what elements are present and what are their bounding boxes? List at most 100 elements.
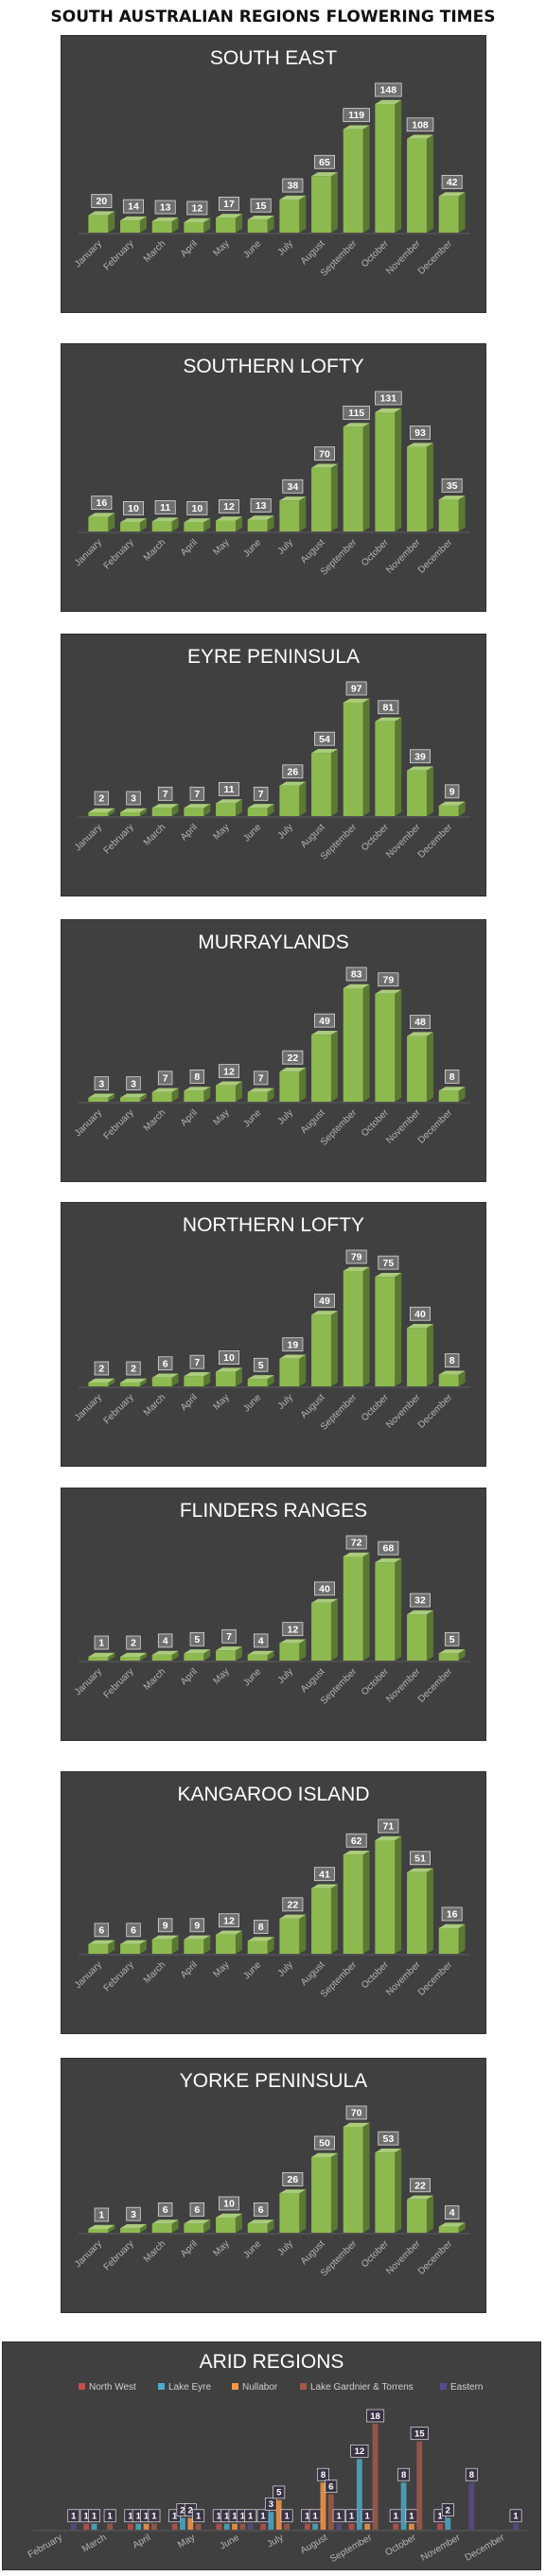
bar-november (407, 2195, 433, 2233)
value-label-february: 10 (123, 500, 145, 515)
bar-nullabor-april (143, 2523, 150, 2530)
svg-text:49: 49 (319, 1296, 330, 1307)
bar-april (184, 518, 211, 531)
month-label-february: February (102, 2238, 136, 2272)
chart-svg: SOUTHERN LOFTY 16 January 10 February 11 March… (73, 356, 470, 578)
bar-lake-eyre-july (268, 2512, 274, 2530)
svg-text:Eastern: Eastern (450, 2382, 483, 2393)
svg-text:1: 1 (305, 2512, 310, 2522)
bar-july (279, 781, 307, 816)
svg-text:4: 4 (258, 1635, 264, 1646)
chart-svg: YORKE PENINSULA 1 January 3 February 6 March 6 A… (73, 2070, 470, 2279)
value-label-march: 11 (154, 500, 176, 514)
svg-text:35: 35 (447, 480, 458, 492)
svg-text:1: 1 (337, 2512, 343, 2522)
bar-june (247, 1650, 274, 1661)
svg-text:12: 12 (191, 203, 203, 215)
svg-text:2: 2 (131, 1364, 136, 1375)
value-label-august: 70 (313, 446, 335, 461)
value-label-north-west-october: 1 (389, 2509, 402, 2523)
value-label-lake-eyre-november: 2 (441, 2503, 454, 2516)
bar-november (407, 766, 433, 816)
bar-january (88, 513, 115, 531)
value-label-february: 2 (126, 1361, 141, 1376)
month-label-march: March (142, 1392, 167, 1418)
bar-october (375, 717, 402, 816)
value-label-january: 3 (94, 1076, 110, 1091)
bar-eastern-december (513, 2523, 519, 2530)
value-label-september: 83 (345, 966, 367, 982)
bar-september (343, 2122, 370, 2233)
value-label-april: 5 (189, 1631, 205, 1646)
bar-july (279, 1354, 307, 1386)
svg-text:75: 75 (382, 1258, 394, 1269)
svg-text:1: 1 (232, 2512, 238, 2522)
svg-text:8: 8 (258, 1922, 264, 1933)
value-label-august: 40 (313, 1581, 335, 1596)
bar-july (279, 1639, 307, 1661)
bar-january (88, 2224, 115, 2233)
value-label-march: 9 (157, 1918, 173, 1933)
svg-text:1: 1 (196, 2512, 202, 2522)
value-label-april: 6 (189, 2202, 205, 2217)
value-label-lake-gardnier-torrens-march: 1 (103, 2509, 116, 2523)
svg-text:7: 7 (194, 1357, 200, 1368)
svg-text:1: 1 (172, 2512, 178, 2522)
svg-text:5: 5 (194, 1634, 200, 1645)
value-label-march: 4 (157, 1633, 173, 1648)
svg-text:12: 12 (287, 1624, 298, 1635)
month-label-february: February (102, 238, 136, 272)
chart-title: NORTHERN LOFTY (183, 1214, 364, 1236)
svg-text:6: 6 (163, 2204, 168, 2216)
bar-december (438, 2222, 466, 2233)
svg-text:14: 14 (128, 201, 139, 213)
chart-title: MURRAYLANDS (198, 931, 348, 953)
chart-panel-south-east: SOUTH EAST 20 January 14 February 13 March 12 Ap… (62, 36, 485, 312)
bar-lake-eyre-september (356, 2459, 362, 2530)
bar-eastern-august (336, 2523, 343, 2530)
bar-march (151, 1088, 179, 1102)
value-label-lake-gardnier-torrens-september: 18 (365, 2409, 385, 2423)
value-label-november: 48 (409, 1015, 431, 1030)
svg-text:8: 8 (469, 2470, 474, 2480)
month-label-november: November (419, 2532, 463, 2564)
bar-lake-gardnier-torrens-april (150, 2523, 157, 2530)
bar-may (216, 516, 242, 531)
chart-title: FLINDERS RANGES (180, 1500, 367, 1522)
chart-title: KANGAROO ISLAND (177, 1784, 369, 1805)
svg-text:4: 4 (449, 2207, 455, 2219)
value-label-september: 119 (343, 108, 370, 123)
legend-item-lake-eyre: Lake Eyre (158, 2382, 211, 2393)
month-label-august: August (299, 1959, 327, 1988)
svg-text:5: 5 (449, 1634, 455, 1645)
value-label-march: 6 (157, 2202, 173, 2217)
svg-text:1: 1 (240, 2512, 246, 2522)
svg-text:7: 7 (258, 789, 264, 800)
bar-january (88, 1378, 115, 1386)
month-label-august: August (299, 1107, 327, 1136)
bar-lake-gardnier-torrens-october (416, 2441, 423, 2530)
svg-text:1: 1 (248, 2512, 254, 2522)
svg-text:7: 7 (258, 1072, 264, 1084)
bar-december (438, 1370, 466, 1386)
svg-text:12: 12 (223, 1066, 235, 1077)
bar-may (216, 2213, 242, 2233)
value-label-may: 10 (218, 2196, 239, 2211)
svg-text:1: 1 (409, 2512, 414, 2522)
bar-lake-eyre-august (312, 2523, 319, 2530)
bar-north-west-july (260, 2523, 266, 2530)
bar-september (343, 1266, 370, 1386)
svg-text:34: 34 (287, 481, 298, 493)
bar-north-west-march (83, 2523, 90, 2530)
chart-panel-northern-lofty: NORTHERN LOFTY 2 January 2 February 6 March 7 Ap… (62, 1203, 485, 1466)
month-label-december: December (416, 1666, 455, 1705)
chart-svg: NORTHERN LOFTY 2 January 2 February 6 March 7 Ap… (73, 1214, 470, 1433)
bar-eastern-february (70, 2523, 77, 2530)
value-label-eastern-february: 1 (67, 2509, 80, 2523)
svg-text:1: 1 (284, 2512, 290, 2522)
value-label-december: 16 (441, 1906, 463, 1922)
month-label-february: February (26, 2532, 64, 2561)
svg-text:4: 4 (163, 1635, 168, 1646)
svg-text:8: 8 (401, 2470, 406, 2480)
month-label-march: March (142, 2238, 167, 2264)
